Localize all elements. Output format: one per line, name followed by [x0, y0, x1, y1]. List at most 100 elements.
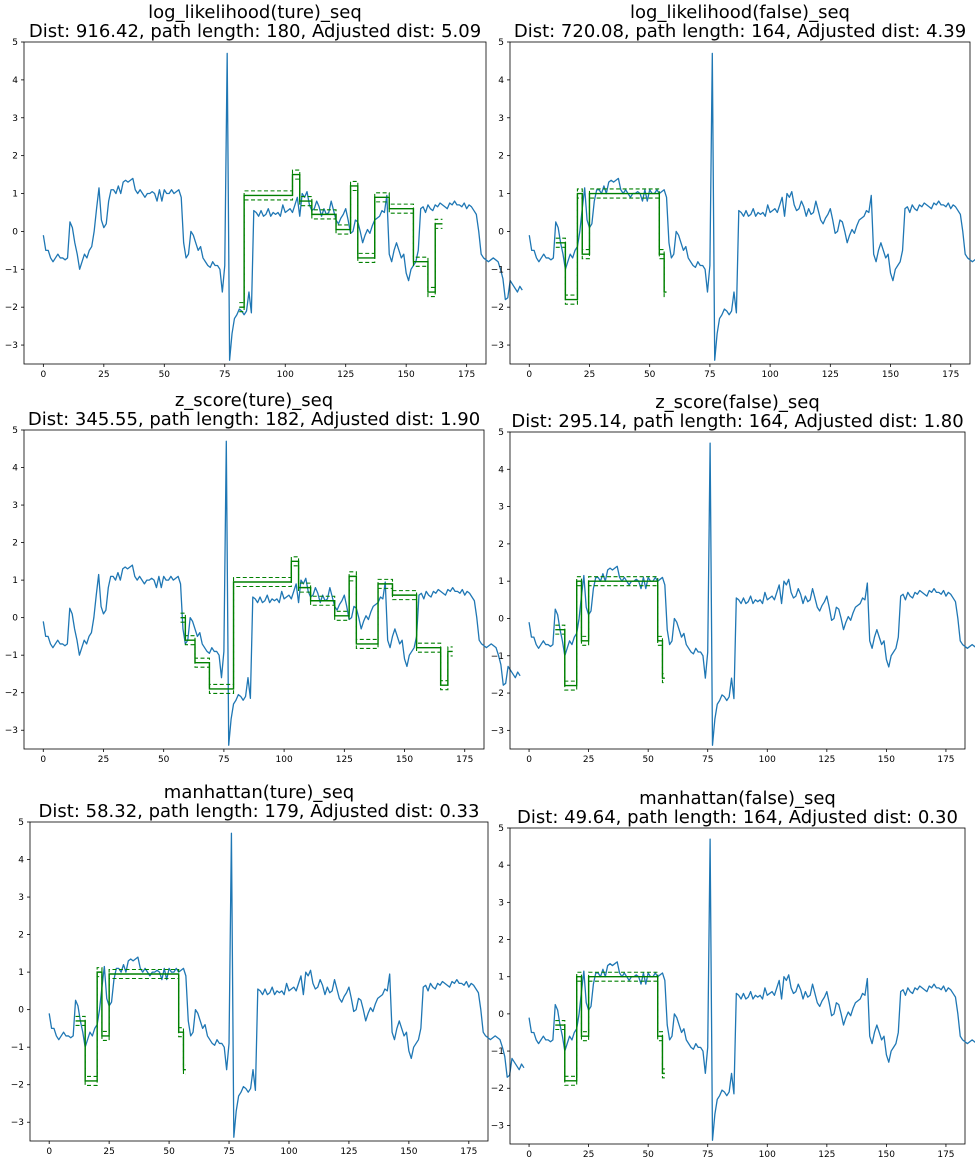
- y-tick-label: 1: [498, 973, 504, 983]
- x-tick-label: 150: [878, 1150, 895, 1160]
- x-tick-label: 100: [277, 370, 294, 380]
- x-tick-label: 75: [219, 370, 230, 380]
- path-band-line: [180, 556, 453, 685]
- path-line: [555, 976, 665, 1082]
- x-tick-label: 0: [526, 755, 532, 765]
- y-tick-label: −2: [5, 303, 18, 313]
- x-tick-label: 100: [276, 755, 293, 765]
- y-tick-label: 3: [498, 898, 504, 908]
- chart-subtitle: Dist: 295.14, path length: 164, Adjusted…: [511, 411, 963, 432]
- path-band-line: [555, 980, 665, 1086]
- chart-subtitle: Dist: 49.64, path length: 164, Adjusted …: [517, 807, 958, 828]
- y-tick-label: 4: [498, 465, 504, 475]
- x-tick-label: 50: [644, 370, 656, 380]
- y-tick-label: 0: [18, 1006, 24, 1016]
- x-tick-label: 125: [818, 755, 835, 765]
- y-tick-label: −3: [491, 341, 504, 351]
- chart-title: manhattan(ture)_seq: [164, 782, 354, 803]
- series-line: [528, 52, 975, 361]
- chart-title: log_likelihood(false)_seq: [630, 2, 850, 23]
- x-tick-label: 25: [584, 370, 595, 380]
- y-tick-label: 3: [498, 503, 504, 513]
- path-band-line: [555, 188, 667, 296]
- x-tick-label: 125: [337, 370, 354, 380]
- x-tick-label: 100: [759, 1150, 776, 1160]
- chart-subtitle: Dist: 345.55, path length: 182, Adjusted…: [28, 409, 480, 430]
- x-tick-label: 150: [878, 755, 895, 765]
- x-tick-label: 75: [702, 755, 713, 765]
- y-tick-label: −1: [491, 265, 504, 275]
- x-tick-label: 0: [526, 370, 532, 380]
- y-tick-label: 2: [498, 936, 504, 946]
- path-band-line: [555, 585, 665, 691]
- chart-title: log_likelihood(ture)_seq: [148, 2, 362, 23]
- y-tick-label: 0: [12, 614, 18, 624]
- y-tick-label: 4: [18, 856, 24, 866]
- y-tick-label: 5: [18, 818, 24, 828]
- y-tick-label: 0: [498, 1010, 504, 1020]
- series-line: [48, 832, 525, 1138]
- x-tick-label: 0: [46, 1147, 52, 1157]
- y-tick-label: 0: [12, 227, 18, 237]
- y-tick-label: 5: [498, 38, 504, 48]
- x-tick-label: 150: [882, 370, 899, 380]
- x-tick-label: 150: [396, 755, 413, 765]
- x-tick-label: 75: [702, 1150, 713, 1160]
- y-tick-label: 0: [498, 614, 504, 624]
- y-tick-label: 1: [498, 190, 504, 200]
- x-tick-label: 125: [822, 370, 839, 380]
- chart-title: z_score(false)_seq: [655, 392, 820, 413]
- chart-title: manhattan(false)_seq: [639, 788, 836, 809]
- y-tick-label: 0: [498, 227, 504, 237]
- y-tick-label: −3: [491, 1121, 504, 1131]
- path-band-line: [239, 178, 443, 313]
- x-tick-label: 150: [398, 370, 415, 380]
- x-tick-label: 25: [583, 1150, 594, 1160]
- y-tick-label: −3: [491, 726, 504, 736]
- chart-subtitle: Dist: 916.42, path length: 180, Adjusted…: [29, 21, 481, 42]
- y-tick-label: −1: [11, 1043, 24, 1053]
- x-tick-label: 175: [458, 370, 475, 380]
- y-tick-label: −1: [5, 651, 18, 661]
- path-band-line: [555, 576, 665, 682]
- y-tick-label: 2: [498, 540, 504, 550]
- x-tick-label: 175: [937, 755, 954, 765]
- y-tick-label: −1: [491, 652, 504, 662]
- x-tick-label: 25: [103, 1147, 114, 1157]
- y-tick-label: 1: [498, 577, 504, 587]
- y-tick-label: 1: [12, 190, 18, 200]
- y-tick-label: −2: [5, 689, 18, 699]
- y-tick-label: 3: [498, 114, 504, 124]
- path-line: [239, 173, 443, 308]
- y-tick-label: 4: [12, 76, 18, 86]
- path-band-line: [180, 565, 453, 695]
- x-tick-label: 0: [40, 370, 46, 380]
- path-band-line: [555, 971, 665, 1077]
- y-tick-label: −1: [5, 265, 18, 275]
- y-tick-label: 5: [498, 824, 504, 834]
- path-band-line: [75, 976, 186, 1087]
- plot-frame: [23, 429, 485, 750]
- x-tick-label: 75: [223, 1147, 234, 1157]
- y-tick-label: −1: [491, 1047, 504, 1057]
- y-tick-label: 5: [12, 38, 18, 48]
- x-tick-label: 175: [937, 1150, 954, 1160]
- x-tick-label: 175: [460, 1147, 477, 1157]
- x-tick-label: 50: [159, 370, 171, 380]
- chart-subtitle: Dist: 720.08, path length: 164, Adjusted…: [514, 21, 966, 42]
- x-tick-label: 100: [280, 1147, 297, 1157]
- y-tick-label: 4: [498, 861, 504, 871]
- y-tick-label: 5: [12, 426, 18, 436]
- x-tick-label: 125: [336, 755, 353, 765]
- x-tick-label: 50: [158, 755, 170, 765]
- path-line: [555, 580, 665, 687]
- series-line: [42, 52, 523, 361]
- y-tick-label: 2: [12, 152, 18, 162]
- x-tick-label: 25: [98, 755, 109, 765]
- y-tick-label: 1: [18, 968, 24, 978]
- plot-frame: [509, 827, 966, 1145]
- y-tick-label: −3: [5, 726, 18, 736]
